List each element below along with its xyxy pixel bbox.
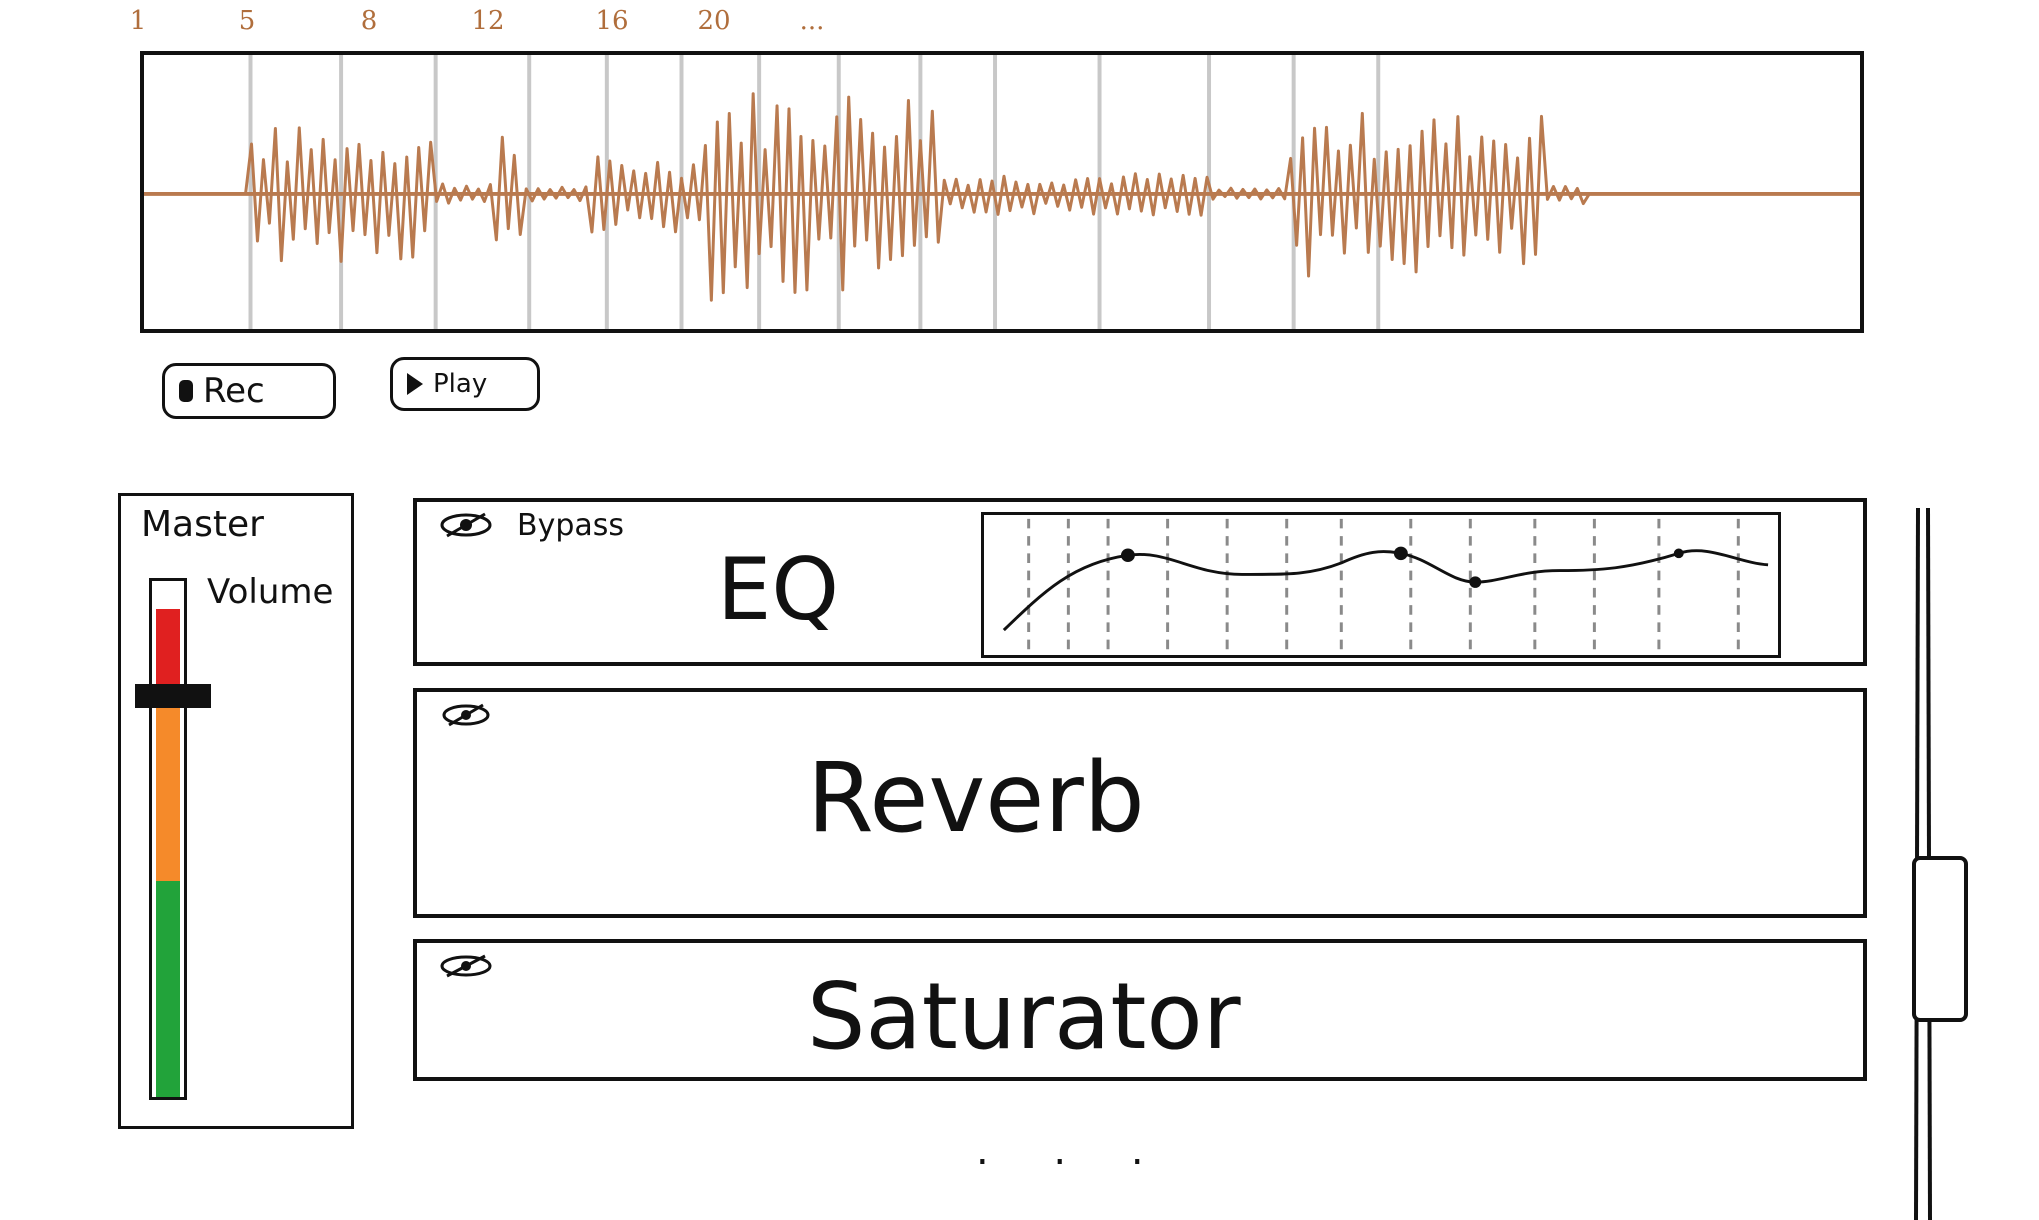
ruler-mark: 16 [595,6,629,36]
volume-meter [149,578,187,1100]
waveform-track[interactable] [140,51,1864,333]
bypass-toggle-eye-icon[interactable] [439,702,493,728]
eq-effect-panel: Bypass EQ [413,498,1867,666]
bypass-toggle-eye-icon[interactable] [439,953,493,979]
master-panel: Master Volume [118,493,354,1129]
reverb-effect-panel: Reverb [413,688,1867,918]
scrollbar[interactable] [1904,508,1968,1220]
bypass-toggle-eye-icon[interactable] [439,512,493,538]
scrollbar-thumb[interactable] [1912,856,1968,1022]
volume-label: Volume [207,572,334,612]
record-icon [179,380,193,402]
eq-curve-graph [1002,518,1769,652]
ruler-mark: 5 [238,6,256,36]
meter-orange-segment [156,701,180,881]
eq-band-handle[interactable] [1120,548,1135,562]
play-icon [407,373,423,395]
master-title: Master [141,504,264,545]
play-label: Play [433,369,488,399]
saturator-title: Saturator [807,963,1241,1070]
ruler-mark: 12 [471,6,505,36]
play-button[interactable]: Play [390,357,540,411]
bypass-label: Bypass [517,508,625,543]
eq-curve-editor[interactable] [981,512,1781,658]
ruler-mark: ... [799,6,825,36]
eq-band-handle[interactable] [1673,548,1684,559]
meter-green-segment [156,881,180,1097]
ruler-mark: 1 [129,6,147,36]
waveform-display [144,55,1860,329]
eq-band-handle[interactable] [1469,576,1482,588]
eq-title: EQ [717,540,840,640]
more-effects-indicator: . . . [976,1128,1170,1174]
ruler-mark: 20 [697,6,731,36]
record-button[interactable]: Rec [162,363,336,419]
record-label: Rec [203,371,265,411]
ruler-mark: 8 [360,6,378,36]
volume-fader-handle[interactable] [135,684,211,708]
eq-band-handle[interactable] [1393,546,1408,561]
saturator-effect-panel: Saturator [413,939,1867,1081]
reverb-title: Reverb [807,742,1145,854]
